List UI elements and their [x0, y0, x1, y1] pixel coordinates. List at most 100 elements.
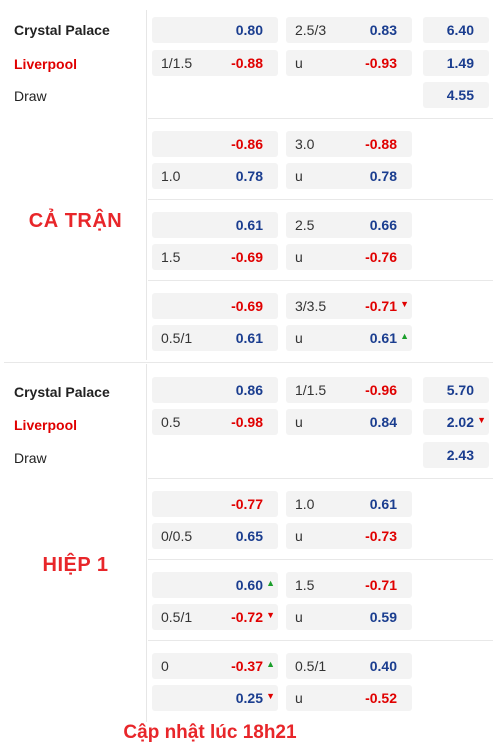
odds-value: 0.40	[369, 658, 397, 674]
under-odds[interactable]: u 0.84	[286, 409, 412, 435]
half-time-section: Crystal Palace Liverpool Draw HIỆP 1 0.8…	[0, 362, 493, 722]
odds-value: -0.86	[231, 136, 263, 152]
under-odds[interactable]: u -0.73	[286, 523, 412, 549]
handicap-home-odds[interactable]: 0.61	[152, 212, 278, 238]
update-time-caption: Cập nhật lúc 18h21	[123, 722, 297, 743]
handicap-away-odds[interactable]: 0.5/1 -0.72 ▼	[152, 604, 278, 630]
under-odds[interactable]: u -0.93	[286, 50, 412, 76]
odds-value: 0.25	[235, 690, 263, 706]
full-time-section: Crystal Palace Liverpool Draw CẢ TRẬN 0.…	[0, 0, 493, 362]
section-divider	[4, 362, 493, 363]
handicap-line: 1/1.5	[161, 55, 193, 71]
row-divider	[148, 640, 493, 641]
arrow-down-icon: ▼	[400, 299, 409, 309]
handicap-line: 0	[161, 658, 169, 674]
handicap-home-odds[interactable]: -0.86	[152, 131, 278, 157]
half-time-label: HIỆP 1	[42, 554, 109, 576]
odds-value: -0.88	[231, 55, 263, 71]
odds-value: 0.78	[235, 168, 263, 184]
handicap-away-odds[interactable]: 0.25 ▼	[152, 685, 278, 711]
under-marker: u	[295, 528, 303, 544]
away-team-name: Liverpool	[14, 56, 78, 72]
under-marker: u	[295, 249, 303, 265]
odds-value: -0.96	[365, 382, 397, 398]
odds-value: -0.69	[231, 298, 263, 314]
x12-away-odds[interactable]: 1.49	[423, 50, 489, 76]
x12-away-odds[interactable]: 2.02 ▼	[423, 409, 489, 435]
away-team-name: Liverpool	[14, 417, 78, 433]
handicap-home-odds[interactable]: 0.60 ▲	[152, 572, 278, 598]
handicap-line: 0.5/1	[161, 330, 193, 346]
draw-label: Draw	[14, 88, 47, 104]
home-team-name: Crystal Palace	[14, 22, 110, 38]
odds-value: -0.72	[231, 609, 263, 625]
odds-value: 0.65	[235, 528, 263, 544]
odds-value: 0.61	[235, 217, 263, 233]
x12-draw-odds[interactable]: 4.55	[423, 82, 489, 108]
over-odds[interactable]: 2.5 0.66	[286, 212, 412, 238]
arrow-up-icon: ▲	[400, 331, 409, 341]
odds-value: 0.84	[369, 414, 397, 430]
over-odds[interactable]: 3/3.5 -0.71 ▼	[286, 293, 412, 319]
arrow-up-icon: ▲	[266, 578, 275, 588]
handicap-away-odds[interactable]: 0/0.5 0.65	[152, 523, 278, 549]
odds-value: 0.86	[235, 382, 263, 398]
handicap-home-odds[interactable]: 0.80	[152, 17, 278, 43]
odds-value: 0.80	[235, 22, 263, 38]
handicap-line: 1.5	[161, 249, 181, 265]
x12-draw-odds[interactable]: 2.43	[423, 442, 489, 468]
ou-line: 1/1.5	[295, 382, 327, 398]
x12-home-odds[interactable]: 6.40	[423, 17, 489, 43]
odds-value: 2.02	[446, 414, 474, 430]
odds-value: 2.43	[446, 447, 474, 463]
odds-value: 0.78	[369, 168, 397, 184]
under-marker: u	[295, 55, 303, 71]
full-time-label: CẢ TRẬN	[28, 210, 123, 232]
odds-value: 0.59	[369, 609, 397, 625]
x12-home-odds[interactable]: 5.70	[423, 377, 489, 403]
over-odds[interactable]: 1/1.5 -0.96	[286, 377, 412, 403]
handicap-home-odds[interactable]: -0.69	[152, 293, 278, 319]
odds-value: -0.71	[365, 298, 397, 314]
under-odds[interactable]: u 0.78	[286, 163, 412, 189]
handicap-away-odds[interactable]: 1.5 -0.69	[152, 244, 278, 270]
odds-value: 0.61	[235, 330, 263, 346]
ou-line: 0.5/1	[295, 658, 327, 674]
row-divider	[148, 559, 493, 560]
half-time-team-column: Crystal Palace Liverpool Draw HIỆP 1	[4, 364, 147, 722]
odds-value: -0.69	[231, 249, 263, 265]
odds-value: -0.77	[231, 496, 263, 512]
odds-value: 0.83	[369, 22, 397, 38]
odds-value: -0.52	[365, 690, 397, 706]
draw-label: Draw	[14, 450, 47, 466]
handicap-away-odds[interactable]: 1/1.5 -0.88	[152, 50, 278, 76]
ou-line: 3.0	[295, 136, 315, 152]
under-marker: u	[295, 168, 303, 184]
under-odds[interactable]: u 0.61 ▲	[286, 325, 412, 351]
over-odds[interactable]: 3.0 -0.88	[286, 131, 412, 157]
under-odds[interactable]: u 0.59	[286, 604, 412, 630]
over-odds[interactable]: 0.5/1 0.40	[286, 653, 412, 679]
over-odds[interactable]: 2.5/3 0.83	[286, 17, 412, 43]
handicap-away-odds[interactable]: 0.5/1 0.61	[152, 325, 278, 351]
odds-value: -0.93	[365, 55, 397, 71]
handicap-home-odds[interactable]: 0.86	[152, 377, 278, 403]
odds-value: -0.98	[231, 414, 263, 430]
handicap-line: 1.0	[161, 168, 181, 184]
arrow-down-icon: ▼	[477, 415, 486, 425]
under-odds[interactable]: u -0.76	[286, 244, 412, 270]
handicap-home-odds[interactable]: -0.77	[152, 491, 278, 517]
under-odds[interactable]: u -0.52	[286, 685, 412, 711]
over-odds[interactable]: 1.5 -0.71	[286, 572, 412, 598]
ou-line: 2.5/3	[295, 22, 327, 38]
handicap-away-odds[interactable]: 0.5 -0.98	[152, 409, 278, 435]
handicap-line: 0/0.5	[161, 528, 193, 544]
under-marker: u	[295, 414, 303, 430]
ou-line: 3/3.5	[295, 298, 327, 314]
full-time-team-column: Crystal Palace Liverpool Draw CẢ TRẬN	[4, 10, 147, 360]
over-odds[interactable]: 1.0 0.61	[286, 491, 412, 517]
odds-value: 1.49	[446, 55, 474, 71]
handicap-away-odds[interactable]: 1.0 0.78	[152, 163, 278, 189]
handicap-home-odds[interactable]: 0 -0.37 ▲	[152, 653, 278, 679]
odds-value: -0.76	[365, 249, 397, 265]
